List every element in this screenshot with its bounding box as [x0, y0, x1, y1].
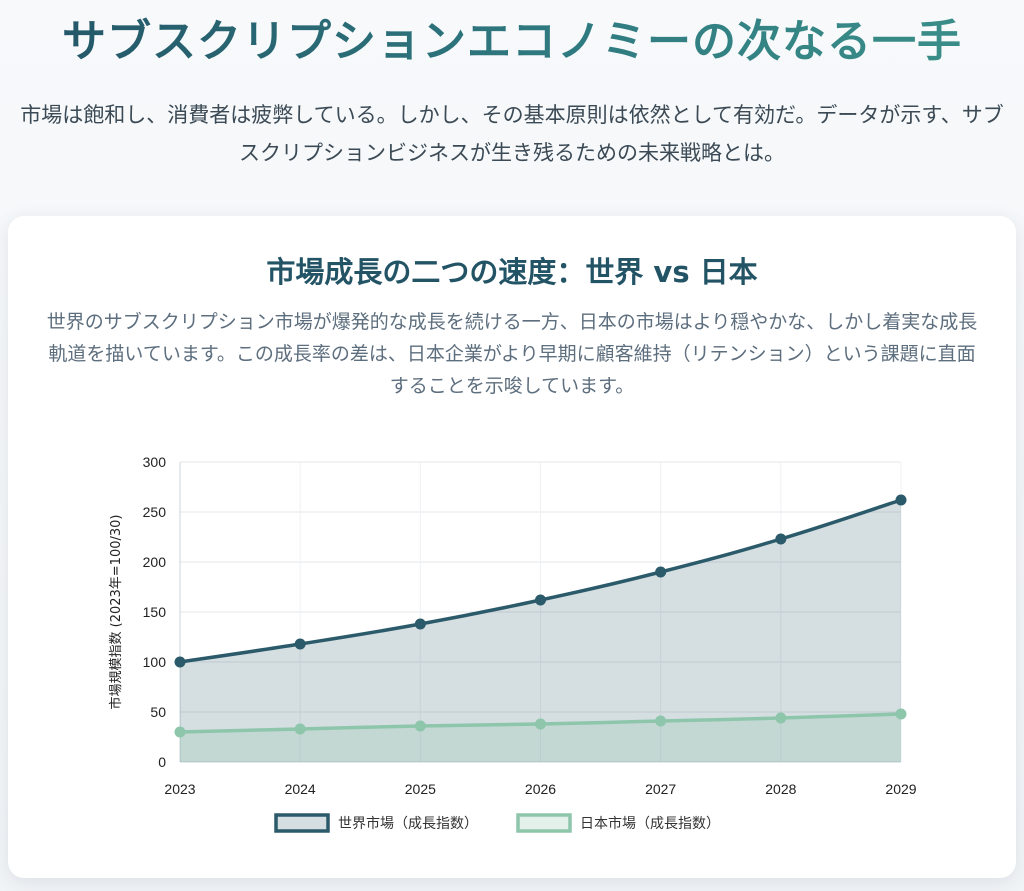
legend-label-2[interactable]: 日本市場（成長指数）	[580, 815, 720, 832]
x-tick-label-2026: 2026	[525, 781, 556, 797]
page-subtitle: 市場は飽和し、消費者は疲弊している。しかし、その基本原則は依然として有効だ。デー…	[20, 103, 1004, 165]
series-1-point-2027[interactable]	[655, 566, 667, 578]
chart-card: 市場成長の二つの速度：世界 vs 日本 世界のサブスクリプション市場が爆発的な成…	[8, 216, 1016, 878]
series-1-point-2023[interactable]	[174, 656, 186, 668]
x-tick-label-2024: 2024	[285, 781, 316, 797]
page-title: サブスクリプションエコノミーの次なる一手	[0, 10, 1024, 74]
x-tick-label-2025: 2025	[405, 781, 436, 797]
chart-grid	[179, 461, 902, 763]
series-1-area	[180, 500, 901, 762]
series-2-point-2024[interactable]	[294, 723, 306, 735]
series-2-point-2028[interactable]	[775, 712, 787, 724]
y-axis-label: 市場規模指数 (2023年=100/30)	[108, 515, 124, 710]
y-tick-label-150: 150	[143, 604, 167, 620]
y-tick-label-300: 300	[143, 454, 167, 470]
chart-points	[174, 494, 907, 738]
y-tick-label-50: 50	[150, 704, 166, 720]
chart-areas	[180, 500, 901, 762]
series-2-point-2029[interactable]	[895, 708, 907, 720]
y-tick-label-200: 200	[143, 554, 167, 570]
legend-swatch-2[interactable]	[516, 813, 572, 833]
series-2-point-2025[interactable]	[414, 720, 426, 732]
series-1-point-2028[interactable]	[775, 533, 787, 545]
x-tick-label-2023: 2023	[164, 781, 195, 797]
series-2-point-2023[interactable]	[174, 726, 186, 738]
x-tick-label-2027: 2027	[645, 781, 676, 797]
card-description: 世界のサブスクリプション市場が爆発的な成長を続ける一方、日本の市場はより穏やかな…	[46, 311, 978, 397]
x-tick-label-2029: 2029	[885, 781, 916, 797]
chart-legend: 世界市場（成長指数） 日本市場（成長指数）	[274, 813, 720, 833]
series-1-point-2025[interactable]	[414, 618, 426, 630]
series-1-point-2024[interactable]	[294, 638, 306, 650]
card-title: 市場成長の二つの速度：世界 vs 日本	[266, 255, 758, 289]
series-1-point-2029[interactable]	[895, 494, 907, 506]
x-tick-label-2028: 2028	[765, 781, 796, 797]
chart-ticks: 0 50 100 150 200 250 300 2023 2024 2025 2026 2027 20…	[143, 454, 917, 797]
y-tick-label-0: 0	[158, 754, 166, 770]
series-2-point-2026[interactable]	[535, 718, 546, 730]
legend-label-1[interactable]: 世界市場（成長指数）	[338, 815, 478, 832]
y-tick-label-100: 100	[143, 654, 167, 670]
y-tick-label-250: 250	[143, 504, 167, 520]
legend-swatch-1[interactable]	[274, 813, 330, 833]
series-2-area	[180, 714, 901, 762]
series-1-point-2026[interactable]	[535, 594, 546, 606]
series-2-point-2027[interactable]	[655, 715, 667, 727]
